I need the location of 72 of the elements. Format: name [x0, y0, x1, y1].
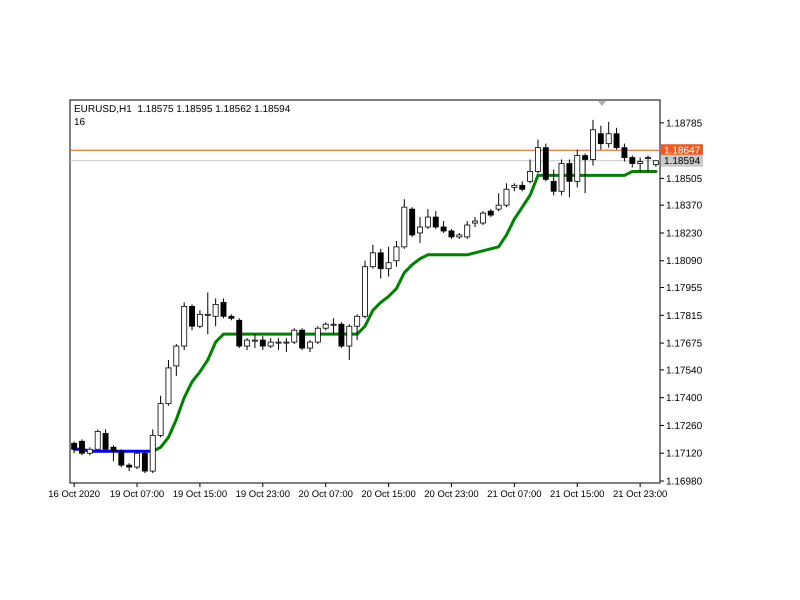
y-tick-label: 1.17815	[666, 310, 703, 322]
candlestick	[417, 216, 423, 244]
candlestick	[496, 192, 502, 212]
candlestick	[102, 428, 109, 452]
candlestick	[534, 139, 541, 174]
candlestick	[637, 157, 644, 172]
candlestick	[566, 159, 572, 198]
y-tick-label: 1.17120	[666, 448, 703, 460]
candlestick	[330, 318, 337, 335]
candlestick	[338, 322, 344, 349]
candlestick	[134, 450, 140, 470]
annotation: 16	[74, 117, 86, 128]
x-tick-label: 21 Oct 15:00	[550, 489, 604, 500]
y-tick-label: 1.17260	[666, 420, 703, 432]
candlestick	[504, 182, 510, 208]
candlestick	[440, 220, 447, 234]
y-tick-label: 1.16980	[666, 476, 703, 488]
candlestick	[448, 228, 454, 240]
x-tick-label: 20 Oct 07:00	[298, 489, 353, 500]
candlestick	[582, 153, 588, 194]
candlestick	[94, 428, 101, 450]
candlestick	[393, 240, 400, 268]
y-tick-label: 1.18785	[666, 118, 703, 130]
candlestick	[346, 324, 352, 360]
y-tick-label: 1.18370	[666, 200, 703, 212]
candlestick	[614, 127, 620, 150]
candlestick	[645, 155, 651, 172]
x-tick-label: 20 Oct 15:00	[361, 489, 416, 500]
candlestick	[527, 159, 534, 184]
x-tick-label: 20 Oct 23:00	[424, 489, 479, 500]
candlestick	[480, 210, 486, 226]
ref-line-label: 1.18594	[664, 156, 701, 168]
x-tick-label: 19 Oct 15:00	[172, 489, 228, 500]
candlestick	[189, 304, 196, 331]
candlestick	[142, 450, 148, 474]
candlestick	[276, 338, 282, 351]
candlestick	[432, 210, 439, 230]
candlestick	[110, 444, 116, 462]
candlestick	[424, 208, 431, 230]
y-tick-label: 1.18505	[666, 174, 703, 185]
candlestick	[283, 338, 290, 353]
candlestick	[370, 244, 376, 270]
x-tick-label: 16 Oct 2020	[48, 489, 100, 500]
candlestick	[519, 180, 526, 192]
candlestick	[550, 168, 557, 196]
candlestick	[386, 246, 392, 278]
y-tick-label: 1.17675	[666, 338, 703, 350]
candlestick	[378, 248, 384, 280]
x-tick-label: 21 Oct 23:00	[612, 489, 668, 500]
candlestick	[212, 298, 219, 327]
candlestick	[79, 438, 85, 456]
candlestick	[299, 328, 306, 351]
candlestick	[291, 328, 298, 345]
candlestick	[621, 143, 628, 162]
x-tick-label: 21 Oct 07:00	[487, 489, 542, 500]
candlestick	[244, 338, 250, 351]
y-tick-label: 1.18090	[666, 256, 703, 268]
x-tick-label: 19 Oct 23:00	[236, 489, 290, 500]
candlestick	[196, 310, 203, 329]
chart-title: EURUSD,H1 1.18575 1.18595 1.18562 1.18594	[74, 104, 291, 115]
candlestick	[252, 334, 258, 349]
candlestick	[220, 298, 226, 319]
y-tick-label: 1.17955	[666, 283, 703, 294]
ref-line-label: 1.18647	[664, 146, 701, 157]
x-tick-label: 19 Oct 07:00	[110, 489, 164, 500]
y-tick-label: 1.17400	[666, 393, 703, 404]
y-tick-label: 1.17540	[666, 365, 703, 376]
y-tick-label: 1.18230	[666, 228, 703, 240]
candlestick	[472, 216, 478, 228]
candlestick	[307, 340, 313, 353]
candlestick	[629, 155, 636, 168]
candlestick	[354, 314, 360, 341]
